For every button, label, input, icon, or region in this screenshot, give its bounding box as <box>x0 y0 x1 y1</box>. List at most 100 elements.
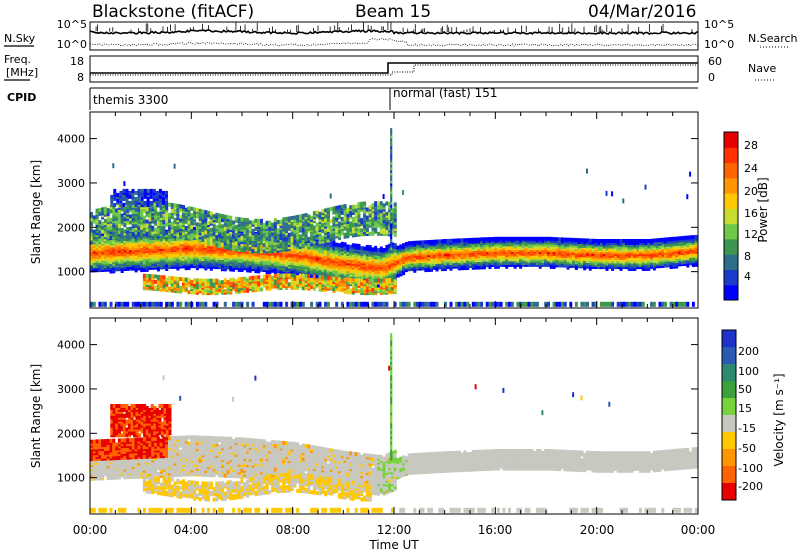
power-cell <box>232 234 236 239</box>
power-cell <box>179 289 183 294</box>
power-cell <box>343 222 347 227</box>
power-cell <box>329 207 333 212</box>
power-cell <box>223 241 227 246</box>
power-cell <box>215 225 219 230</box>
power-cell <box>254 247 258 252</box>
power-cell <box>351 229 355 234</box>
power-cell <box>271 301 275 307</box>
power-cell <box>329 219 333 224</box>
power-cell <box>307 274 311 279</box>
power-cell <box>388 232 392 237</box>
power-cell <box>282 217 286 222</box>
power-cell <box>290 273 294 278</box>
power-cell <box>198 212 202 217</box>
power-cell <box>282 284 286 289</box>
power-cell <box>276 279 280 283</box>
power-cell <box>229 219 233 224</box>
power-cell <box>243 222 247 226</box>
power-cell <box>223 222 227 227</box>
power-cell <box>457 301 461 307</box>
power-cell <box>335 276 339 281</box>
power-cell <box>340 204 344 209</box>
power-cell <box>182 219 185 224</box>
power-cell <box>399 244 403 249</box>
power-cell <box>424 240 428 245</box>
power-cell <box>285 301 289 307</box>
power-cell <box>299 236 302 241</box>
power-cell <box>131 206 135 210</box>
power-cell <box>103 301 107 307</box>
power-cell <box>207 233 210 238</box>
power-cell <box>218 280 222 285</box>
power-cell <box>310 228 314 233</box>
power-cell <box>391 230 394 235</box>
power-cell <box>209 278 213 283</box>
power-cell <box>223 289 227 293</box>
power-cell <box>212 301 216 307</box>
power-cell <box>368 223 372 228</box>
power-cell <box>388 216 392 221</box>
power-cell <box>349 205 353 210</box>
power-cell <box>254 220 258 225</box>
power-cell <box>393 216 397 221</box>
power-cell <box>145 279 149 284</box>
power-cell <box>248 222 252 227</box>
power-cell <box>98 238 102 243</box>
power-cell <box>148 213 152 218</box>
power-cell <box>123 181 126 187</box>
power-cell <box>346 290 350 295</box>
power-cell <box>246 218 250 223</box>
power-cell <box>321 221 325 226</box>
power-cell <box>204 222 208 227</box>
power-cell <box>234 279 238 284</box>
power-cell <box>187 222 191 227</box>
power-cell <box>187 283 191 288</box>
power-cell <box>151 274 155 279</box>
power-cell <box>335 301 339 307</box>
power-cell <box>377 211 380 216</box>
power-cell <box>290 285 294 290</box>
power-cell <box>218 244 222 249</box>
power-cell <box>109 227 113 232</box>
power-cell <box>240 235 244 240</box>
power-cell <box>234 216 238 221</box>
power-cell <box>273 234 277 239</box>
power-cell <box>296 223 300 228</box>
power-cell <box>90 218 93 223</box>
power-cell <box>156 280 160 285</box>
power-cell <box>310 277 314 282</box>
power-cell <box>257 282 261 287</box>
power-cell <box>346 220 350 224</box>
power-cell <box>151 209 155 214</box>
power-cell <box>374 229 378 234</box>
power-cell <box>237 277 241 282</box>
power-cell <box>232 226 236 231</box>
power-cell <box>287 226 291 231</box>
power-cell <box>234 286 238 291</box>
power-cell <box>112 225 116 230</box>
power-cell <box>251 228 255 233</box>
power-cell <box>262 229 266 234</box>
power-cell <box>354 204 358 209</box>
power-cell <box>92 215 96 220</box>
power-cell <box>207 221 210 225</box>
power-cell <box>218 213 222 218</box>
power-cell <box>221 234 224 239</box>
power-cell <box>321 225 325 230</box>
power-cell <box>131 216 135 221</box>
power-cell <box>221 280 224 285</box>
power-cell <box>145 213 149 218</box>
power-cell <box>282 229 286 234</box>
power-cell <box>338 277 341 281</box>
power-cell <box>221 218 224 223</box>
power-cell <box>365 232 369 236</box>
power-cell <box>329 227 333 232</box>
power-cell <box>142 215 146 220</box>
power-cell <box>360 301 364 307</box>
power-cell <box>304 227 308 232</box>
power-cell <box>371 203 375 208</box>
power-cell <box>273 244 277 249</box>
power-cell <box>223 226 227 231</box>
power-cell <box>385 226 389 230</box>
power-cell <box>279 301 283 307</box>
